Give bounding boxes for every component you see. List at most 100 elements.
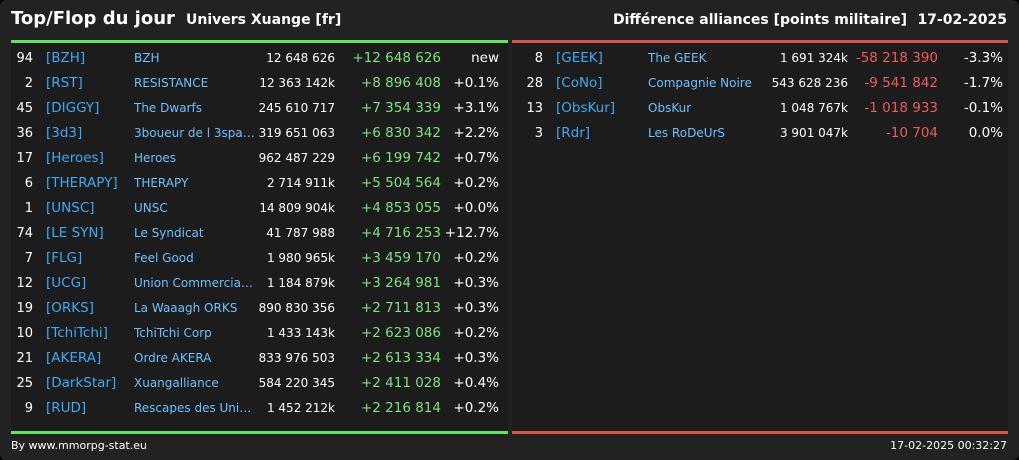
alliance-tag-link[interactable]: [DIGGY] bbox=[46, 100, 100, 116]
alliance-points: 245 610 717 bbox=[258, 101, 335, 115]
points-difference: +3 459 170 bbox=[360, 250, 441, 266]
percent-change: +0.2% bbox=[453, 400, 499, 416]
alliance-row: 28 [CoNo] Compagnie Noire 543 628 236 -9 541… bbox=[512, 71, 1008, 96]
alliance-tag-link[interactable]: [RST] bbox=[46, 75, 83, 91]
alliance-rank: 3 bbox=[534, 126, 543, 141]
alliance-tag-link[interactable]: [Rdr] bbox=[556, 125, 591, 141]
alliance-row: 74 [LE SYN] Le Syndicat 41 787 988 +4 716 25… bbox=[11, 221, 508, 246]
alliance-tag-link[interactable]: [BZH] bbox=[46, 50, 86, 66]
points-difference: +8 896 408 bbox=[360, 75, 441, 91]
percent-change: +0.3% bbox=[453, 275, 499, 291]
site-credit: By www.mmorpg-stat.eu bbox=[11, 439, 147, 452]
alliance-name-link[interactable]: ObsKur bbox=[648, 101, 692, 115]
alliance-points: 14 809 904k bbox=[259, 201, 335, 215]
alliance-name-link[interactable]: Feel Good bbox=[134, 251, 194, 265]
percent-change: +0.7% bbox=[453, 150, 499, 166]
alliance-name-link[interactable]: RESISTANCE bbox=[134, 76, 209, 90]
alliance-name-link[interactable]: The Dwarfs bbox=[134, 101, 202, 115]
alliance-row: 10 [TchiTchi] TchiTchi Corp 1 433 143k +2 62… bbox=[11, 321, 508, 346]
alliance-row: 1 [UNSC] UNSC 14 809 904k +4 853 055 +0.0% bbox=[11, 196, 508, 221]
alliance-row: 8 [GEEK] The GEEK 1 691 324k -58 218 390 -3.3… bbox=[512, 46, 1008, 71]
percent-change: +0.2% bbox=[453, 325, 499, 341]
alliance-row: 2 [RST] RESISTANCE 12 363 142k +8 896 408 +0.… bbox=[11, 71, 508, 96]
alliance-name-link[interactable]: Heroes bbox=[134, 151, 177, 165]
alliance-rank: 19 bbox=[16, 301, 33, 316]
alliance-name-link[interactable]: THERAPY bbox=[134, 176, 189, 190]
alliance-name-link[interactable]: BZH bbox=[134, 51, 160, 65]
points-difference: -10 704 bbox=[885, 125, 938, 141]
alliance-row: 7 [FLG] Feel Good 1 980 965k +3 459 170 +0.2% bbox=[11, 246, 508, 271]
alliance-tag-link[interactable]: [RUD] bbox=[46, 400, 87, 416]
percent-change: +0.0% bbox=[453, 200, 499, 216]
alliance-points: 833 976 503 bbox=[258, 351, 335, 365]
alliance-points: 1 184 879k bbox=[266, 276, 335, 290]
alliance-name-link[interactable]: La Waaagh ORKS bbox=[134, 301, 238, 315]
percent-change: +12.7% bbox=[444, 225, 499, 241]
alliance-row: 45 [DIGGY] The Dwarfs 245 610 717 +7 354 339… bbox=[11, 96, 508, 121]
alliance-name-link[interactable]: Le Syndicat bbox=[134, 226, 204, 240]
points-difference: +2 411 028 bbox=[360, 375, 441, 391]
percent-change: +0.2% bbox=[453, 250, 499, 266]
top-losers-panel: 8 [GEEK] The GEEK 1 691 324k -58 218 390 -3.3… bbox=[512, 40, 1008, 434]
percent-change: +0.2% bbox=[453, 175, 499, 191]
alliance-tag-link[interactable]: [AKERA] bbox=[46, 350, 102, 366]
alliance-tag-link[interactable]: [3d3] bbox=[46, 125, 83, 141]
alliance-points: 1 452 212k bbox=[266, 401, 335, 415]
alliance-points: 12 363 142k bbox=[259, 76, 335, 90]
points-difference: +3 264 981 bbox=[360, 275, 441, 291]
points-difference: -9 541 842 bbox=[864, 75, 938, 91]
header-date: 17-02-2025 bbox=[917, 12, 1007, 28]
points-difference: +2 623 086 bbox=[360, 325, 441, 341]
alliance-tag-link[interactable]: [CoNo] bbox=[556, 75, 603, 91]
points-difference: +12 648 626 bbox=[352, 50, 441, 66]
alliance-name-link[interactable]: UNSC bbox=[134, 201, 168, 215]
alliance-tag-link[interactable]: [FLG] bbox=[46, 250, 83, 266]
alliance-tag-link[interactable]: [THERAPY] bbox=[46, 175, 118, 191]
points-difference: +2 216 814 bbox=[360, 400, 441, 416]
alliance-tag-link[interactable]: [ORKS] bbox=[46, 300, 94, 316]
alliance-tag-link[interactable]: [GEEK] bbox=[556, 50, 603, 66]
alliance-row: 12 [UCG] Union Commerciale... 1 184 879k +3 … bbox=[11, 271, 508, 296]
alliance-name-link[interactable]: Les RoDeUrS bbox=[648, 126, 726, 140]
alliance-name-link[interactable]: Ordre AKERA bbox=[134, 351, 212, 365]
alliance-points: 543 628 236 bbox=[771, 76, 848, 90]
alliance-rank: 1 bbox=[24, 201, 33, 216]
alliance-points: 41 787 988 bbox=[266, 226, 335, 240]
alliance-rank: 94 bbox=[16, 51, 33, 66]
alliance-row: 25 [DarkStar] Xuangalliance 584 220 345 +2 4… bbox=[11, 371, 508, 396]
alliance-name-link[interactable]: Compagnie Noire bbox=[648, 76, 752, 90]
alliance-points: 12 648 626 bbox=[266, 51, 335, 65]
alliance-tag-link[interactable]: [UNSC] bbox=[46, 200, 95, 216]
percent-change: +3.1% bbox=[453, 100, 499, 116]
alliance-row: 17 [Heroes] Heroes 962 487 229 +6 199 742 +0.… bbox=[11, 146, 508, 171]
alliance-tag-link[interactable]: [Heroes] bbox=[46, 150, 104, 166]
percent-change: +2.2% bbox=[453, 125, 499, 141]
header: Top/Flop du jour Univers Xuange [fr] Dif… bbox=[0, 0, 1019, 40]
alliance-points: 3 901 047k bbox=[779, 126, 848, 140]
alliance-rank: 74 bbox=[16, 226, 33, 241]
ranking-type-label: Différence alliances [points militaire] bbox=[613, 12, 907, 28]
percent-change: -1.7% bbox=[963, 75, 1003, 91]
generated-timestamp: 17-02-2025 00:32:27 bbox=[890, 439, 1007, 452]
alliance-name-link[interactable]: 3boueur de l 3space bbox=[134, 126, 256, 140]
page-title: Top/Flop du jour bbox=[11, 8, 175, 29]
alliance-row: 9 [RUD] Rescapes des Univ... 1 452 212k +2 2… bbox=[11, 396, 508, 421]
alliance-tag-link[interactable]: [UCG] bbox=[46, 275, 87, 291]
alliance-row: 21 [AKERA] Ordre AKERA 833 976 503 +2 613 33… bbox=[11, 346, 508, 371]
alliance-points: 2 714 911k bbox=[266, 176, 335, 190]
alliance-row: 94 [BZH] BZH 12 648 626 +12 648 626 new bbox=[11, 46, 508, 71]
alliance-name-link[interactable]: Xuangalliance bbox=[134, 376, 219, 390]
alliance-rank: 12 bbox=[16, 276, 33, 291]
alliance-rank: 13 bbox=[526, 101, 543, 116]
alliance-name-link[interactable]: Rescapes des Univ... bbox=[134, 401, 256, 415]
alliance-name-link[interactable]: TchiTchi Corp bbox=[134, 326, 212, 340]
alliance-tag-link[interactable]: [TchiTchi] bbox=[46, 325, 108, 341]
alliance-tag-link[interactable]: [LE SYN] bbox=[46, 225, 104, 241]
alliance-name-link[interactable]: Union Commerciale... bbox=[134, 276, 256, 290]
alliance-name-link[interactable]: The GEEK bbox=[648, 51, 707, 65]
alliance-points: 584 220 345 bbox=[258, 376, 335, 390]
percent-change: 0.0% bbox=[968, 125, 1003, 141]
alliance-tag-link[interactable]: [ObsKur] bbox=[556, 100, 616, 116]
alliance-tag-link[interactable]: [DarkStar] bbox=[46, 375, 117, 391]
